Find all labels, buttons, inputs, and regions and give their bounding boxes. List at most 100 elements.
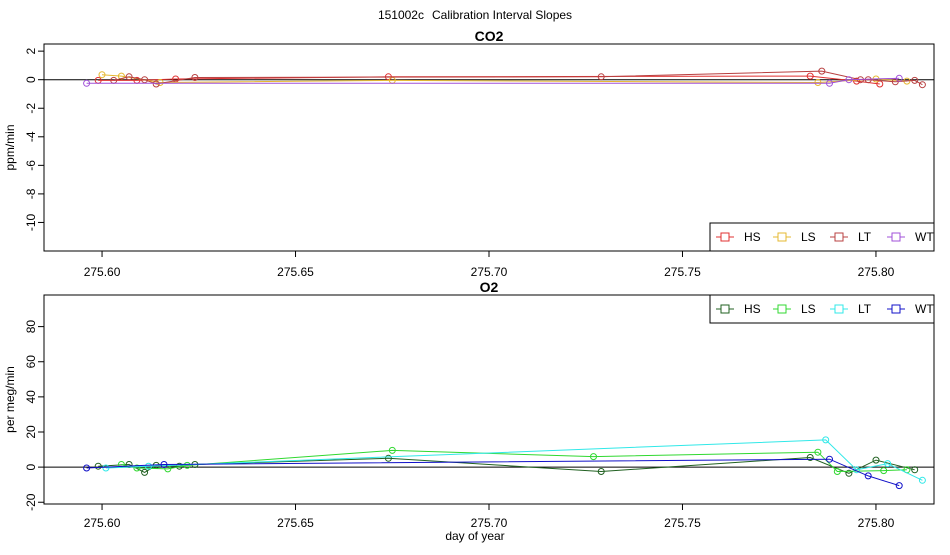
legend-marker bbox=[777, 232, 787, 242]
data-point bbox=[191, 74, 199, 81]
legend-label: WT bbox=[915, 302, 934, 316]
y-tick-label: -6 bbox=[24, 160, 38, 171]
plot-frame bbox=[43, 43, 935, 252]
legend-label: LT bbox=[858, 302, 872, 316]
series-hs bbox=[94, 454, 919, 477]
data-point bbox=[845, 76, 853, 84]
data-point bbox=[384, 454, 392, 462]
legend-label: LT bbox=[858, 230, 872, 244]
y-tick-label: 0 bbox=[24, 76, 38, 83]
x-tick-label: 275.75 bbox=[664, 516, 701, 530]
legend: HS LS LT WT bbox=[709, 294, 935, 324]
data-point bbox=[152, 80, 160, 88]
data-point bbox=[814, 79, 822, 86]
series-line bbox=[86, 458, 900, 487]
y-axis-label: ppm/min bbox=[3, 124, 17, 170]
legend-label: HS bbox=[744, 302, 761, 316]
data-point bbox=[884, 460, 892, 468]
figure-title-text: Calibration Interval Slopes bbox=[432, 8, 572, 22]
series-wt bbox=[83, 455, 903, 490]
panel-co2: CO2 275.60 275.65 275.70 275.75 275.80 2 0 -2 -4 -… bbox=[3, 28, 935, 279]
data-point bbox=[125, 73, 133, 81]
legend-marker bbox=[891, 232, 901, 242]
legend-label: LS bbox=[801, 230, 816, 244]
data-point bbox=[388, 446, 396, 454]
y-tick-label: -8 bbox=[24, 188, 38, 199]
y-tick-label: 80 bbox=[24, 320, 38, 334]
y-tick-label: -10 bbox=[24, 213, 38, 231]
series-lt bbox=[102, 436, 926, 484]
legend-marker bbox=[834, 232, 844, 242]
data-point bbox=[822, 436, 830, 444]
data-point bbox=[98, 71, 106, 79]
y-tick-label: 60 bbox=[24, 355, 38, 369]
data-point bbox=[141, 468, 149, 476]
data-point bbox=[814, 448, 822, 456]
panel-title: CO2 bbox=[475, 28, 504, 44]
data-point bbox=[895, 74, 903, 82]
data-point bbox=[826, 79, 833, 87]
data-point bbox=[94, 462, 102, 470]
x-tick-label: 275.70 bbox=[471, 516, 508, 530]
y-tick-label: 0 bbox=[24, 463, 38, 470]
x-tick-label: 275.65 bbox=[277, 265, 314, 279]
y-tick-label: -4 bbox=[24, 131, 38, 142]
figure-title: 151002c Calibration Interval Slopes bbox=[378, 8, 572, 22]
x-tick-label: 275.80 bbox=[858, 265, 895, 279]
data-point bbox=[806, 454, 814, 461]
data-point bbox=[133, 464, 141, 472]
legend-marker bbox=[777, 304, 787, 314]
data-point bbox=[895, 482, 903, 490]
series-line bbox=[105, 439, 923, 481]
data-point bbox=[145, 462, 152, 470]
data-point bbox=[160, 461, 168, 468]
legend-marker bbox=[720, 304, 730, 314]
x-axis-label: day of year bbox=[445, 529, 504, 543]
data-point bbox=[845, 469, 853, 477]
panel-o2: O2 275.60 275.65 275.70 275.75 275.80 80 60 40 20… bbox=[3, 279, 935, 530]
data-point bbox=[83, 79, 91, 87]
data-point bbox=[102, 464, 110, 472]
data-point bbox=[918, 81, 926, 89]
series-wt bbox=[83, 74, 903, 87]
plot-frame bbox=[43, 294, 935, 505]
data-point bbox=[597, 468, 605, 475]
x-tick-label: 275.70 bbox=[471, 265, 508, 279]
data-point bbox=[818, 67, 826, 75]
y-tick-label: 20 bbox=[24, 425, 38, 439]
data-point bbox=[872, 456, 880, 464]
data-point bbox=[590, 453, 597, 461]
data-point bbox=[833, 468, 841, 475]
legend-label: LS bbox=[801, 302, 816, 316]
y-axis-label: per meg/min bbox=[3, 366, 17, 433]
data-point bbox=[911, 76, 919, 84]
x-tick-label: 275.75 bbox=[664, 265, 701, 279]
y-tick-label: 2 bbox=[24, 47, 38, 54]
x-tick-label: 275.65 bbox=[277, 516, 314, 530]
data-point bbox=[911, 466, 919, 474]
legend-label: HS bbox=[744, 230, 761, 244]
data-point bbox=[597, 73, 605, 81]
y-tick-label: 40 bbox=[24, 390, 38, 404]
legend: HS LS LT WT bbox=[709, 222, 935, 252]
legend-marker bbox=[720, 232, 730, 242]
data-point bbox=[83, 464, 91, 472]
figure-title-id: 151002c bbox=[378, 8, 424, 22]
x-tick-label: 275.60 bbox=[84, 265, 121, 279]
panel-title: O2 bbox=[480, 279, 499, 295]
x-tick-label: 275.80 bbox=[858, 516, 895, 530]
y-tick-label: -20 bbox=[24, 493, 38, 511]
data-point bbox=[853, 77, 861, 85]
legend-label: WT bbox=[915, 230, 934, 244]
data-point bbox=[183, 461, 191, 469]
data-point bbox=[864, 472, 872, 480]
data-point bbox=[806, 72, 814, 80]
x-tick-label: 275.60 bbox=[84, 516, 121, 530]
series-ls bbox=[117, 446, 911, 475]
legend-marker bbox=[834, 304, 844, 314]
series-line bbox=[121, 449, 907, 473]
data-point bbox=[918, 476, 926, 484]
series-line bbox=[86, 77, 900, 84]
data-point bbox=[880, 467, 888, 475]
